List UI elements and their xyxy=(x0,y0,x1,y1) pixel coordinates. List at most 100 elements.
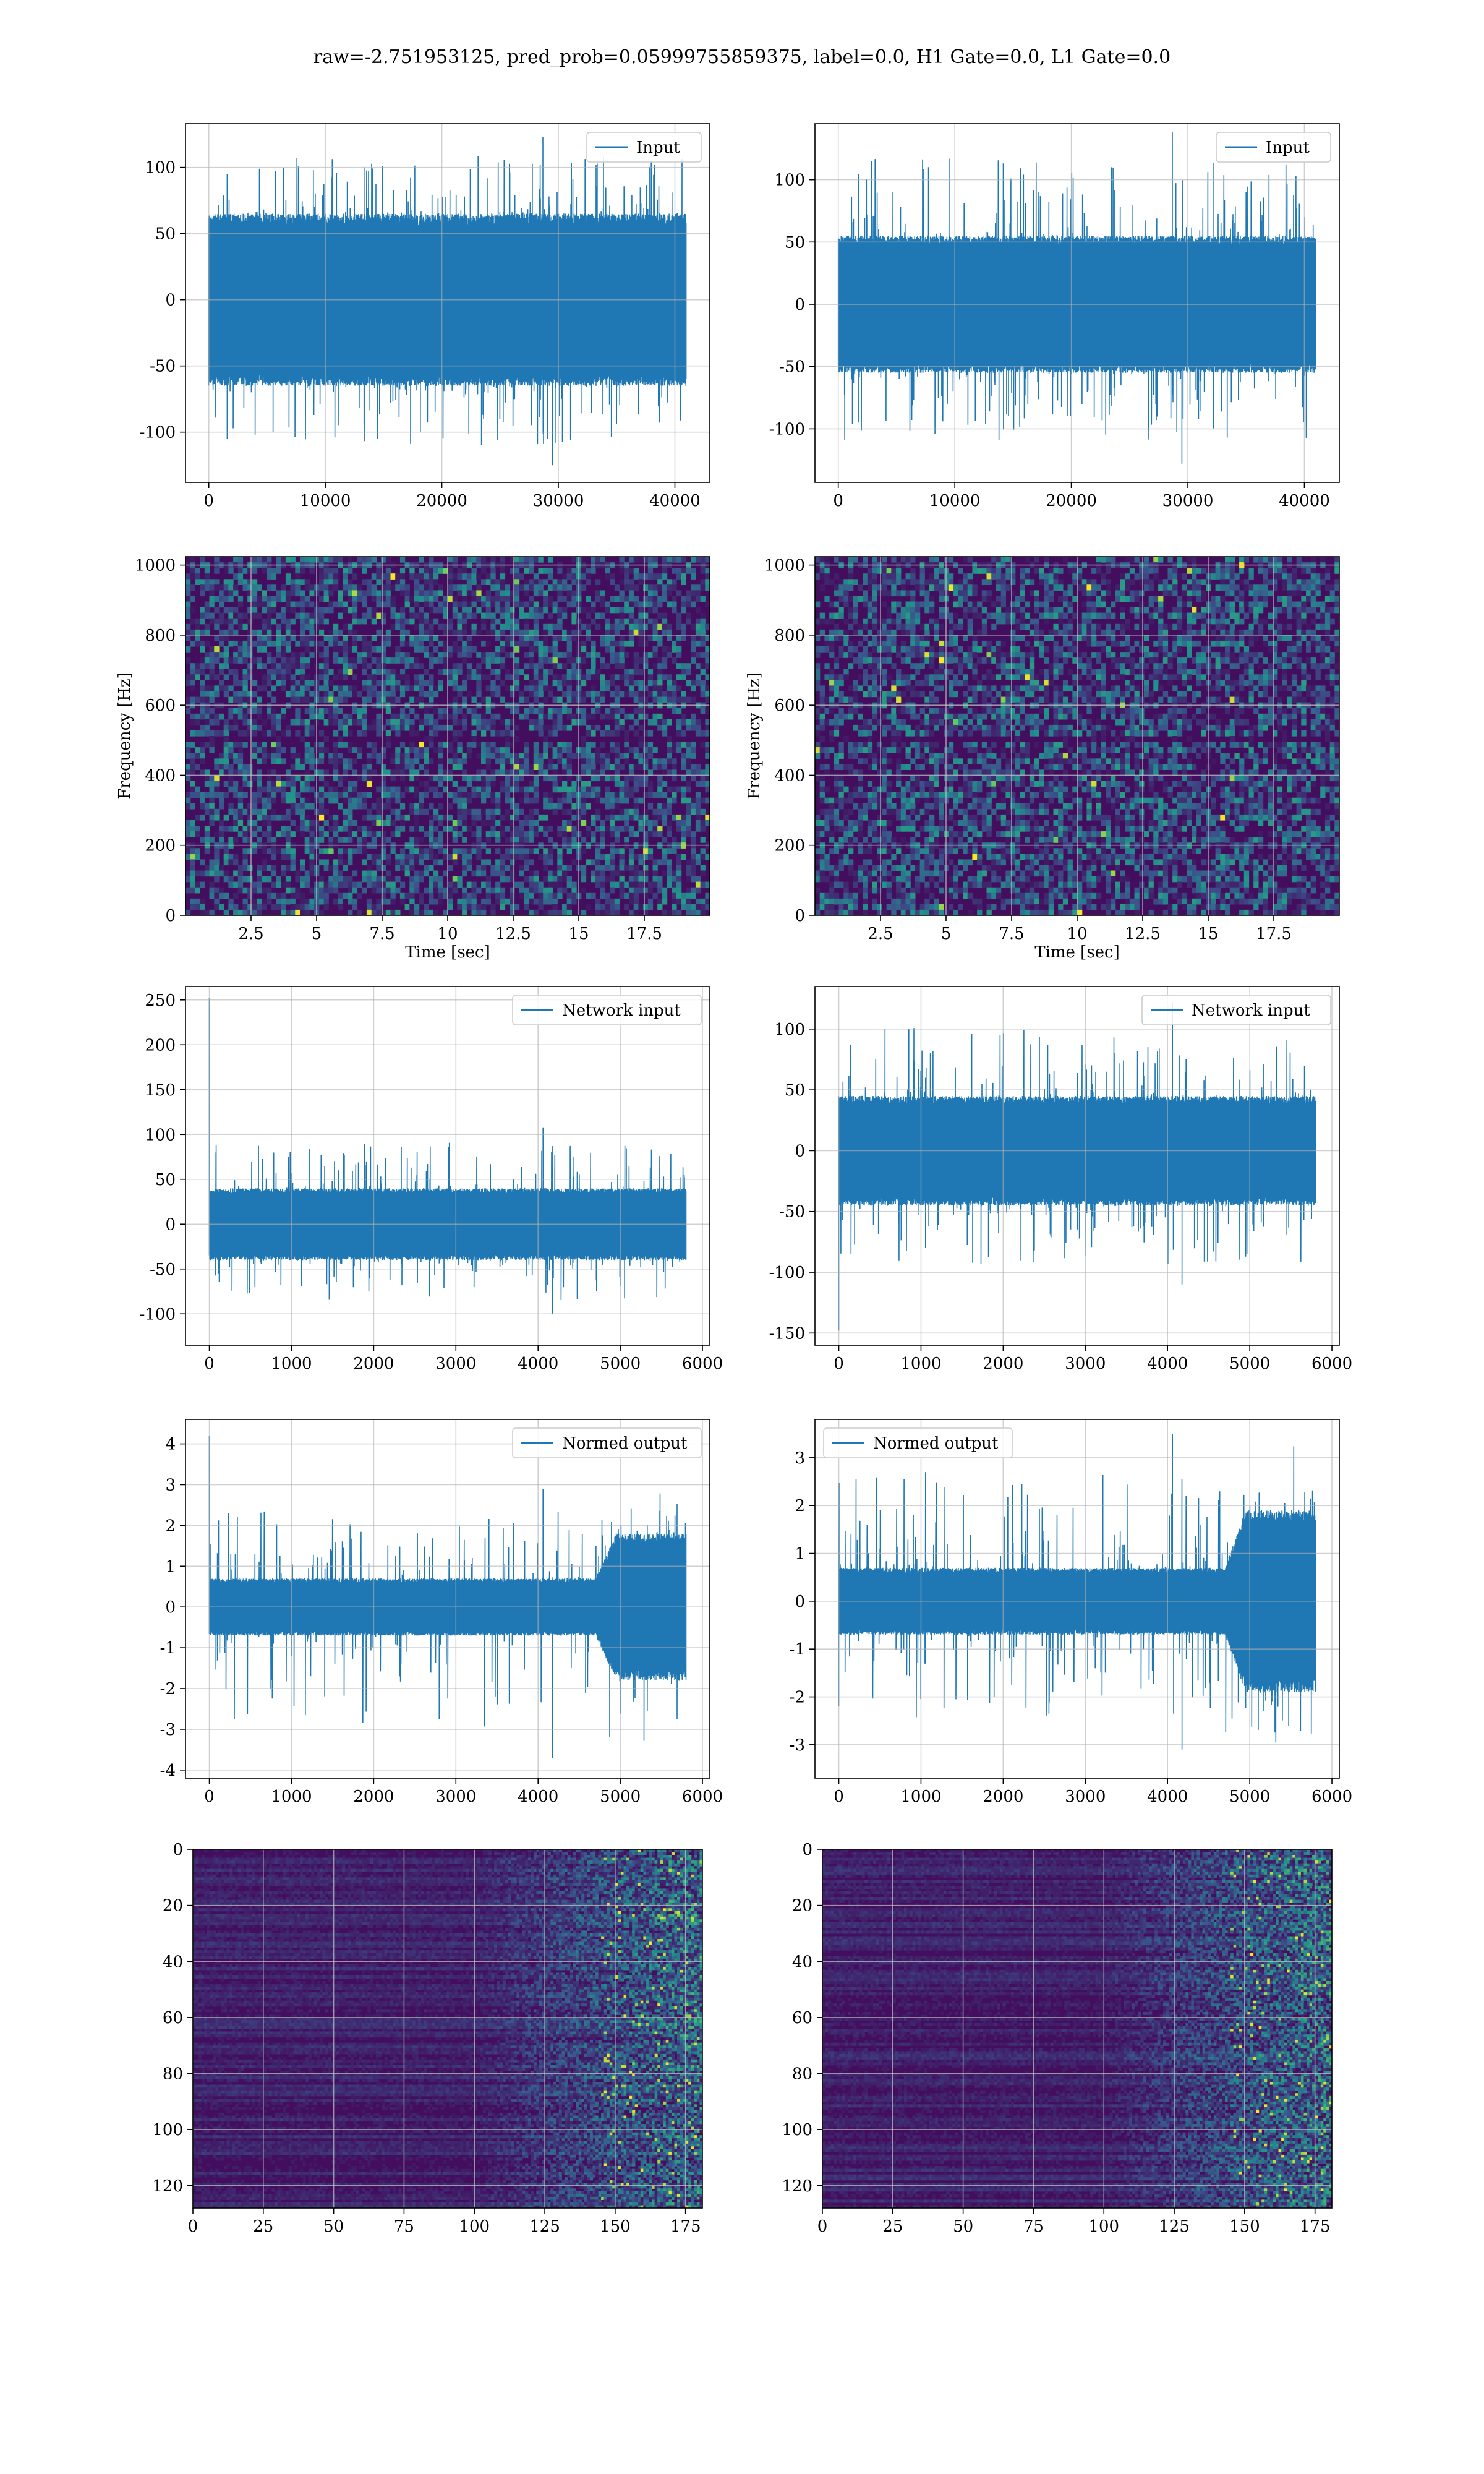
x-tick-label: 5000 xyxy=(600,1787,641,1806)
panel-r4c1: 0 1000 2000 3000 4000 5000 6000 -4 -3 -2 -1 0 1 2 3 4 No… xyxy=(160,1419,723,1806)
y-tick-label: 40 xyxy=(163,1953,183,1971)
y-tick-label: 600 xyxy=(145,696,176,715)
legend-label: Normed output xyxy=(873,1434,999,1453)
x-tick-label: 1000 xyxy=(271,1787,312,1806)
y-tick-label: 1 xyxy=(795,1545,805,1564)
x-tick-label: 2000 xyxy=(983,1787,1023,1806)
y-tick-label: -3 xyxy=(160,1721,176,1739)
y-tick-label: -150 xyxy=(769,1324,805,1343)
y-tick-label: 20 xyxy=(792,1897,812,1915)
axes-frame xyxy=(192,1849,703,2209)
x-tick-label: 75 xyxy=(394,2217,414,2236)
panel-r5c2: 0 25 50 75 100 125 150 175 0 20 40 60 80 100 120 xyxy=(782,1841,1333,2236)
legend-label: Network input xyxy=(562,1001,681,1020)
panel-r3c1: 0 1000 2000 3000 4000 5000 6000 -100 -50 0 50 100 15… xyxy=(140,986,723,1373)
legend: Normed output xyxy=(512,1427,702,1458)
x-tick-label: 6000 xyxy=(1311,1355,1352,1373)
y-tick-label: 200 xyxy=(774,837,805,855)
y-tick-label: 40 xyxy=(792,1953,812,1971)
axes-frame xyxy=(185,986,710,1346)
x-tick-label: 175 xyxy=(670,2217,701,2236)
x-tick-label: 20000 xyxy=(1046,492,1097,510)
x-tick-label: 2.5 xyxy=(238,925,263,943)
x-tick-label: 7.5 xyxy=(369,925,394,943)
y-tick-label: 60 xyxy=(163,2009,183,2027)
y-tick-label: -3 xyxy=(790,1736,805,1755)
x-tick-label: 0 xyxy=(203,492,214,510)
series-line xyxy=(838,1002,1316,1331)
x-tick-label: 30000 xyxy=(533,492,584,510)
y-tick-label: 1 xyxy=(165,1557,176,1576)
x-tick-label: 75 xyxy=(1023,2217,1044,2236)
y-tick-label: 80 xyxy=(163,2065,183,2084)
y-tick-label: 1000 xyxy=(135,557,176,575)
x-tick-label: 7.5 xyxy=(999,925,1024,943)
x-tick-label: 6000 xyxy=(682,1787,723,1806)
y-tick-label: 100 xyxy=(782,2121,812,2139)
y-tick-label: 20 xyxy=(163,1897,183,1915)
x-tick-label: 15 xyxy=(568,925,589,943)
y-tick-label: 50 xyxy=(785,233,805,252)
legend-label: Network input xyxy=(1192,1001,1310,1020)
x-tick-label: 150 xyxy=(600,2217,631,2236)
x-tick-label: 3000 xyxy=(435,1787,476,1806)
legend: Network input xyxy=(512,995,702,1025)
x-tick-label: 30000 xyxy=(1162,492,1214,510)
x-tick-label: 5 xyxy=(312,925,322,943)
panel-r2c1: 2.5 5 7.5 10 12.5 15 17.5 0 200 400 600 800 1000 Time… xyxy=(116,556,710,962)
x-tick-label: 6000 xyxy=(682,1355,723,1373)
x-tick-label: 10000 xyxy=(929,492,981,510)
y-tick-label: -100 xyxy=(140,1305,176,1324)
x-tick-label: 0 xyxy=(204,1355,215,1373)
y-tick-label: 3 xyxy=(165,1476,176,1494)
x-tick-label: 175 xyxy=(1300,2217,1331,2236)
y-tick-label: -100 xyxy=(769,420,805,439)
x-tick-label: 40000 xyxy=(1279,492,1330,510)
x-tick-label: 1000 xyxy=(271,1355,312,1373)
x-tick-label: 1000 xyxy=(900,1355,941,1373)
legend-label: Input xyxy=(636,139,680,157)
x-tick-label: 12.5 xyxy=(495,925,531,943)
y-tick-label: 3 xyxy=(795,1449,805,1468)
y-tick-label: 800 xyxy=(145,627,176,645)
y-tick-label: 800 xyxy=(774,627,805,645)
y-tick-label: 2 xyxy=(795,1497,805,1515)
y-tick-label: -2 xyxy=(160,1680,176,1698)
axes-frame xyxy=(185,123,710,483)
x-tick-label: 0 xyxy=(817,2217,828,2236)
x-tick-label: 12.5 xyxy=(1125,925,1161,943)
x-tick-label: 125 xyxy=(1159,2217,1190,2236)
x-tick-label: 4000 xyxy=(518,1355,558,1373)
y-tick-label: -2 xyxy=(790,1689,805,1707)
panel-r3c2: 0 1000 2000 3000 4000 5000 6000 -150 -100 -50 0 50 1… xyxy=(769,986,1352,1373)
y-tick-label: -50 xyxy=(779,358,805,377)
x-tick-label: 4000 xyxy=(1147,1787,1188,1806)
x-tick-label: 5 xyxy=(941,925,952,943)
axes-frame xyxy=(814,1419,1340,1779)
y-tick-label: -1 xyxy=(160,1639,176,1658)
x-tick-label: 0 xyxy=(834,1355,844,1373)
x-tick-label: 2.5 xyxy=(868,925,893,943)
y-tick-label: -4 xyxy=(160,1761,176,1780)
grid xyxy=(186,987,710,1345)
y-axis-label: Frequency [Hz] xyxy=(116,672,134,800)
x-tick-label: 150 xyxy=(1229,2217,1260,2236)
y-tick-label: 50 xyxy=(155,1171,176,1189)
y-tick-label: 120 xyxy=(152,2177,183,2196)
x-tick-label: 25 xyxy=(253,2217,273,2236)
x-tick-label: 0 xyxy=(833,492,843,510)
y-tick-label: 0 xyxy=(795,907,805,925)
heatmap-cells xyxy=(186,557,710,915)
y-tick-label: 0 xyxy=(165,1598,176,1617)
series-line xyxy=(837,132,1316,464)
legend-label: Normed output xyxy=(562,1434,688,1453)
y-tick-label: 100 xyxy=(774,1021,805,1039)
series-line xyxy=(208,137,687,466)
grid xyxy=(186,1419,710,1778)
x-axis-label: Time [sec] xyxy=(1034,943,1120,962)
x-tick-label: 50 xyxy=(953,2217,973,2236)
y-tick-label: 0 xyxy=(795,1593,805,1611)
y-tick-label: 100 xyxy=(152,2121,183,2139)
x-tick-label: 3000 xyxy=(1065,1787,1106,1806)
